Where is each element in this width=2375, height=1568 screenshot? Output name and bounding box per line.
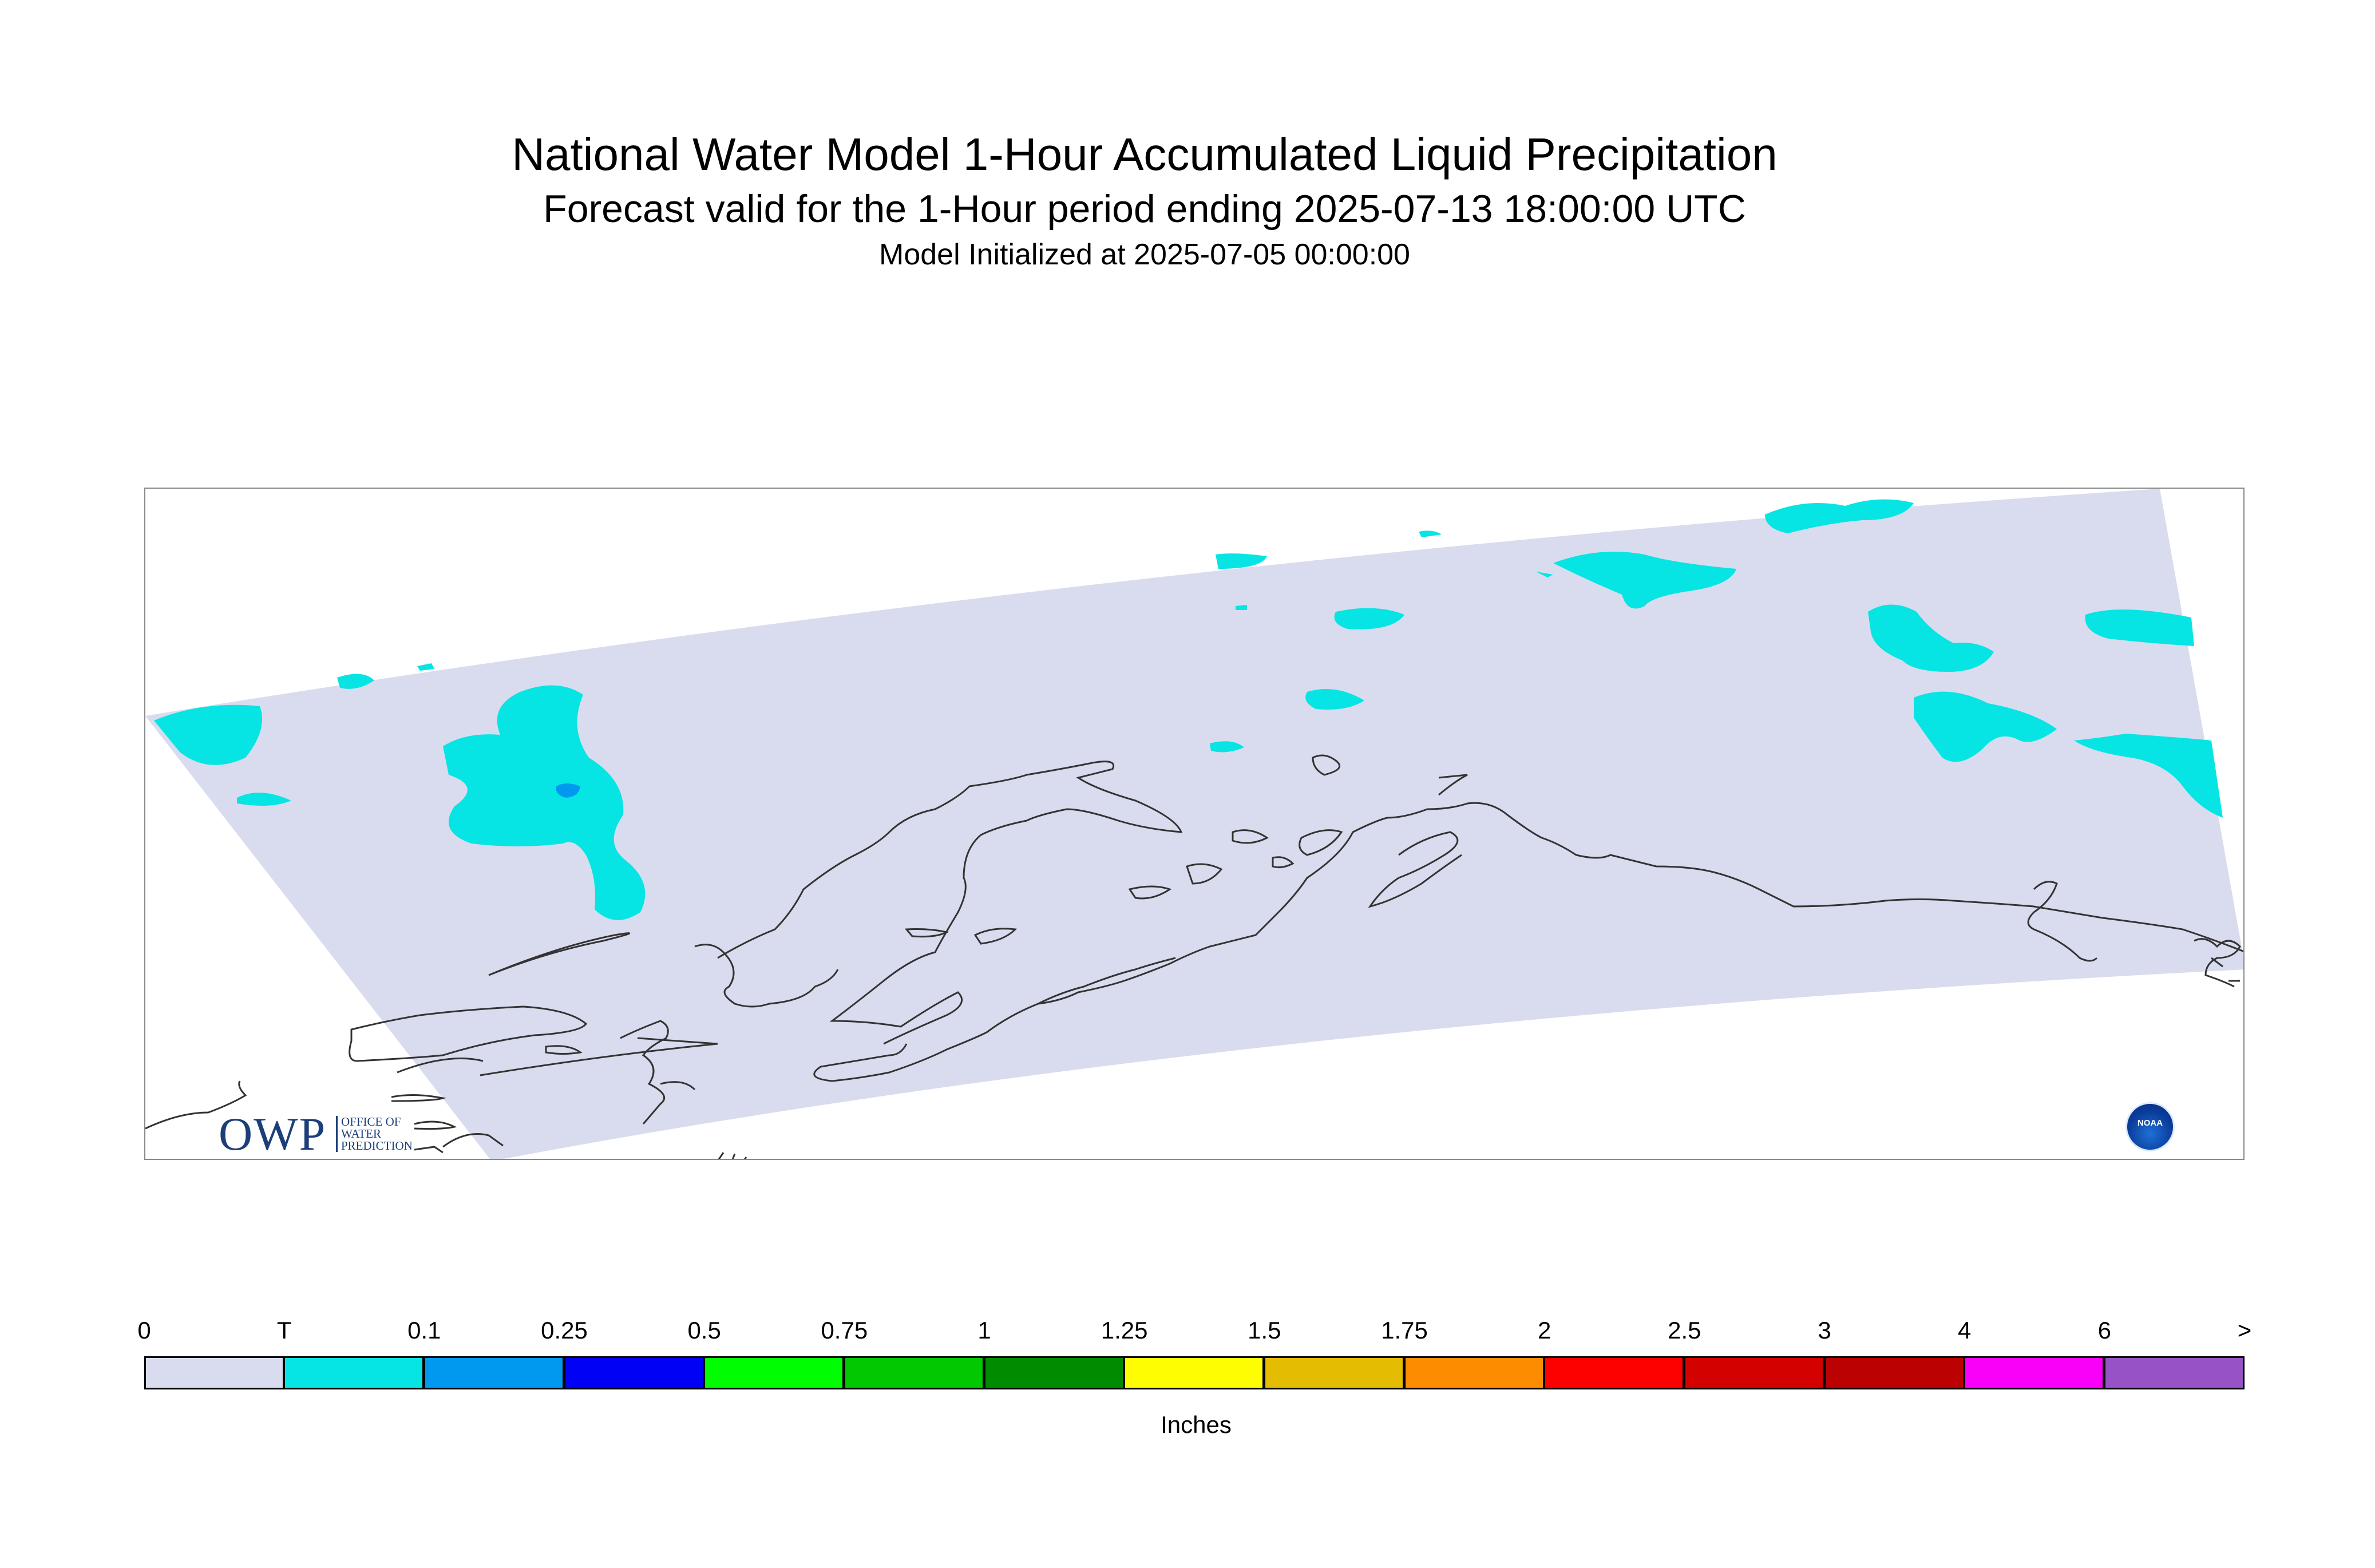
legend-swatch — [2103, 1356, 2245, 1389]
legend-tick-label: 0.5 — [687, 1317, 721, 1344]
owp-logo-mark: OWP — [219, 1108, 327, 1160]
legend-tick-label: > — [2237, 1317, 2252, 1344]
legend-swatch — [843, 1356, 984, 1389]
legend-tick-label: 1.25 — [1101, 1317, 1148, 1344]
legend-swatch — [1823, 1356, 1965, 1389]
legend-swatch — [1964, 1356, 2105, 1389]
legend-swatch — [283, 1356, 425, 1389]
noaa-logo: NOAA — [2125, 1102, 2175, 1151]
legend-units: Inches — [1161, 1411, 1232, 1438]
legend-swatch — [1543, 1356, 1685, 1389]
legend-tick-label: 2 — [1537, 1317, 1551, 1344]
model-init-line: Model Initialized at 2025-07-05 00:00:00 — [879, 238, 1410, 271]
map-panel: OWP OFFICE OF WATER PREDICTION NOAA — [144, 488, 2245, 1160]
legend-swatch — [1123, 1356, 1265, 1389]
legend-swatch — [563, 1356, 704, 1389]
legend-tick-label: 0 — [137, 1317, 151, 1344]
legend-tick-label: 1.75 — [1381, 1317, 1428, 1344]
legend-tick-label: T — [276, 1317, 292, 1344]
map-subtitle: Forecast valid for the 1-Hour period end… — [543, 187, 1746, 231]
noaa-logo-text: NOAA — [2137, 1118, 2163, 1128]
legend-swatch — [144, 1356, 284, 1389]
legend-tick-label: 4 — [1957, 1317, 1972, 1344]
precip-trace-areas — [154, 499, 2223, 920]
legend-swatch — [983, 1356, 1125, 1389]
map-title: National Water Model 1-Hour Accumulated … — [512, 129, 1778, 180]
coastlines — [145, 754, 2243, 1159]
legend-tick-label: 1.5 — [1248, 1317, 1281, 1344]
legend-tick-label: 2.5 — [1668, 1317, 1701, 1344]
legend-swatch — [423, 1356, 564, 1389]
legend-swatch — [1683, 1356, 1824, 1389]
precip-0.1-area — [556, 783, 580, 798]
legend-tick-label: 0.75 — [821, 1317, 868, 1344]
legend-swatch — [703, 1356, 845, 1389]
legend-swatch — [1403, 1356, 1545, 1389]
legend-tick-label: 1 — [977, 1317, 991, 1344]
legend-swatch — [1263, 1356, 1404, 1389]
owp-logo-text: OFFICE OF WATER PREDICTION — [336, 1116, 438, 1152]
model-domain — [145, 489, 2243, 1159]
legend-tick-label: 0.1 — [407, 1317, 441, 1344]
legend-tick-label: 6 — [2097, 1317, 2111, 1344]
colorbar-legend — [144, 1356, 2245, 1389]
legend-tick-label: 3 — [1818, 1317, 1831, 1344]
legend-tick-label: 0.25 — [541, 1317, 588, 1344]
map-canvas — [145, 489, 2243, 1159]
